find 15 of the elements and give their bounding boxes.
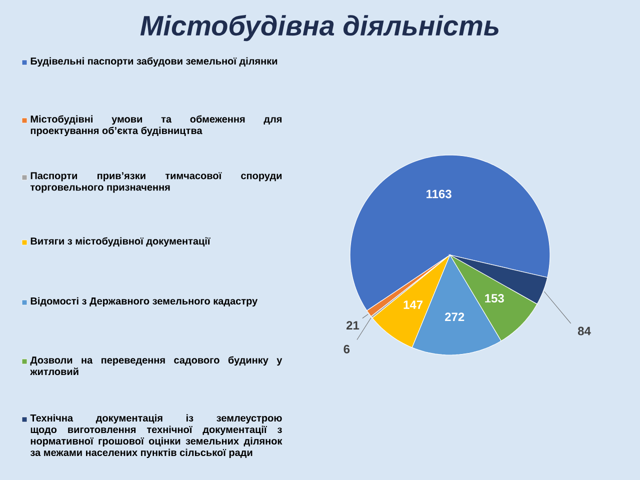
legend-label: Містобудівні умови та обмеження для проектування об’єкта будівництва xyxy=(30,115,282,136)
data-label: 153 xyxy=(485,294,504,303)
legend-label: Витяги з містобудівної документації xyxy=(30,237,210,247)
legend-label: Дозволи на переведення садового будинку у житловий xyxy=(30,356,282,376)
data-label: 147 xyxy=(404,300,423,309)
legend-label: Будівельні паспорти забудови земельної ділянки xyxy=(30,57,278,67)
legend-label: Відомості з Державного земельного кадастру xyxy=(30,297,258,307)
data-label: 272 xyxy=(445,312,464,322)
data-label: 1163 xyxy=(426,190,452,198)
data-label: 84 xyxy=(578,326,591,336)
legend-label: Паспорти прив’язки тимчасової споруди торговельного призначення xyxy=(30,172,282,193)
data-label: 21 xyxy=(346,321,360,330)
data-label: 6 xyxy=(344,344,350,354)
legend-label: Технічна документація із землеустрою щодо виготовлення технічної документації з нормативної грошової оцінки земельних ділянок за межами населених пунктів сільської ради xyxy=(30,414,282,458)
chart-title: Містобудівна діяльність xyxy=(140,14,498,42)
